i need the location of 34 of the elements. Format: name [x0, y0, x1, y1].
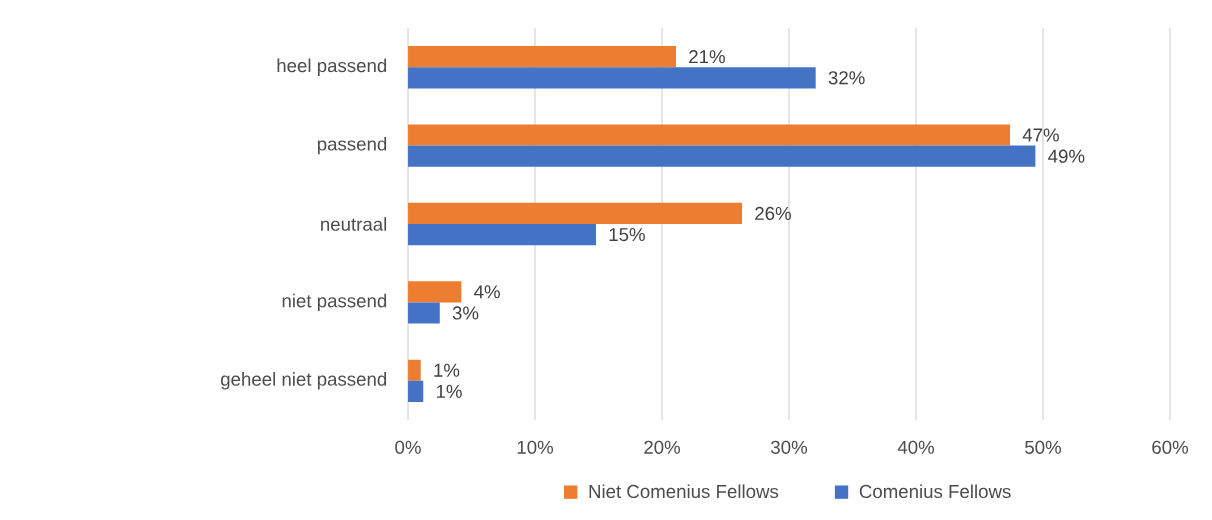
data-label: 32% — [828, 71, 865, 85]
data-label: 1% — [434, 363, 460, 377]
bar — [408, 281, 462, 303]
y-tick-label: passend — [317, 136, 387, 155]
x-tick-label: 30% — [771, 440, 808, 454]
x-tick-label: 50% — [1025, 440, 1062, 454]
bar — [408, 46, 676, 68]
x-tick-label: 10% — [517, 440, 554, 454]
x-tick-label: 40% — [897, 440, 935, 454]
y-tick-label: heel passend — [277, 58, 387, 76]
data-label: 15% — [609, 228, 645, 242]
data-label: 1% — [436, 384, 462, 398]
bar — [408, 302, 440, 324]
bar — [408, 224, 596, 246]
legend-label: Niet Comenius Fellows — [589, 484, 779, 499]
bar — [408, 145, 1036, 167]
y-tick-label: neutraal — [321, 217, 387, 231]
data-label: 3% — [452, 306, 479, 320]
data-label: 26% — [755, 206, 791, 221]
legend-label: Comenius Fellows — [859, 484, 1011, 499]
bar — [408, 359, 421, 381]
bar — [408, 67, 816, 89]
x-tick-label: 60% — [1152, 440, 1189, 454]
bar — [408, 380, 424, 402]
x-tick-label: 0% — [395, 440, 421, 454]
bar — [408, 202, 743, 225]
data-label: 4% — [474, 285, 500, 299]
data-label: 47% — [1022, 128, 1059, 142]
bar — [408, 124, 1010, 146]
x-tick-label: 20% — [644, 440, 681, 454]
data-label: 49% — [1048, 149, 1085, 163]
y-tick-label: niet passend — [282, 293, 387, 312]
y-tick-label: geheel niet passend — [221, 372, 387, 390]
data-label: 21% — [689, 50, 725, 64]
